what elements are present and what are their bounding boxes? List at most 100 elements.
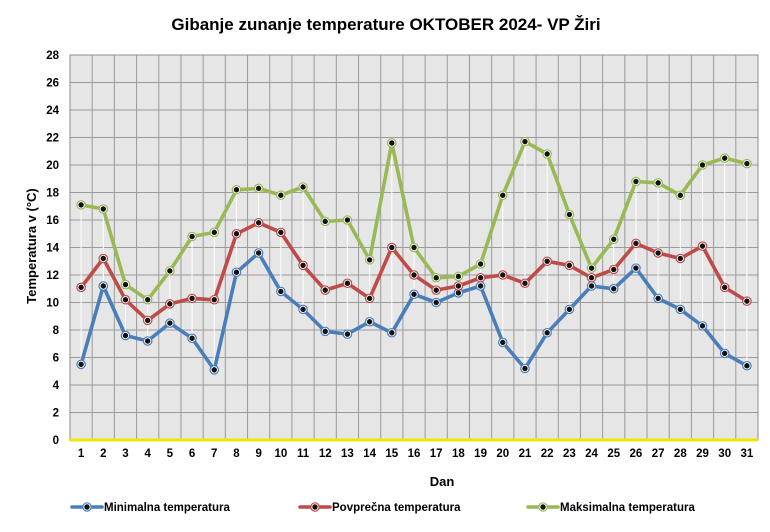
data-point-core [389,244,395,251]
data-point-core [144,317,151,324]
data-point-core [122,281,129,288]
data-point-core [544,258,550,264]
data-point-core [677,255,684,262]
data-point-core [699,323,706,329]
x-tick-label: 21 [519,448,532,460]
y-tick-label: 10 [46,298,59,310]
data-point-core [233,269,240,275]
x-tick-label: 18 [452,448,465,460]
data-point-core [611,266,617,273]
data-point-core [455,273,462,280]
data-point-core [278,288,284,295]
data-point-core [344,280,351,286]
y-tick-label: 14 [46,243,59,255]
x-tick-label: 7 [211,448,217,460]
data-point-core [322,218,328,225]
data-point-core [144,297,151,303]
data-point-core [655,295,661,302]
legend: Minimalna temperatura Povprečna temperatu… [70,502,695,514]
data-point-core [144,338,151,344]
x-tick-label: 22 [541,448,554,460]
data-point-core [500,272,506,278]
y-tick-label: 22 [46,133,59,145]
data-point-core [211,367,217,373]
data-point-core [633,240,639,247]
y-axis-title: Temperatura v (°C) [24,188,39,303]
data-point-core [278,229,284,236]
data-point-core [322,328,328,335]
x-tick-label: 19 [474,448,487,460]
data-point-core [744,363,750,369]
y-tick-label: 20 [46,160,59,172]
data-point-core [100,255,106,262]
data-point-core [100,206,106,212]
data-point-core [300,184,306,190]
data-point-core [500,192,506,198]
data-point-core [189,295,195,302]
x-tick-label: 30 [718,448,731,460]
x-tick-label: 4 [144,448,151,460]
data-point-core [433,299,439,306]
data-point-core [122,332,129,339]
data-point-core [544,330,550,336]
data-point-core [588,283,595,289]
data-point-core [211,297,217,303]
data-point-core [477,283,484,289]
data-point-core [122,297,129,303]
data-point-core [366,295,373,302]
data-point-core [344,331,351,337]
legend-marker-core [540,504,546,510]
x-tick-label: 26 [630,448,643,460]
y-tick-label: 16 [46,215,59,227]
x-tick-label: 3 [122,448,128,460]
data-point-core [278,192,284,198]
data-point-core [389,330,395,336]
data-point-core [411,291,417,297]
data-point-core [500,339,506,346]
y-tick-label: 2 [53,408,59,420]
data-point-core [189,335,195,341]
data-point-core [722,155,728,161]
y-tick-label: 6 [53,353,59,365]
data-point-core [389,140,395,146]
data-point-core [722,350,728,357]
data-point-core [699,243,706,249]
data-point-core [655,250,661,256]
data-point-core [588,275,595,281]
data-point-core [411,244,417,251]
legend-label: Maksimalna temperatura [560,502,695,514]
data-point-core [211,229,217,236]
data-point-core [677,306,684,313]
data-point-core [566,306,573,313]
data-point-core [255,185,262,192]
y-tick-label: 4 [53,380,60,392]
data-point-core [744,160,750,167]
data-point-core [633,265,639,271]
x-tick-label: 20 [496,448,509,460]
data-point-core [167,301,173,307]
data-point-core [566,262,573,269]
data-point-core [433,275,439,281]
x-tick-label: 16 [408,448,421,460]
y-tick-label: 24 [46,105,59,117]
x-axis-title: Dan [430,474,455,489]
data-point-core [78,284,84,291]
data-point-core [300,262,306,269]
x-tick-label: 17 [430,448,443,460]
y-tick-label: 0 [53,435,59,447]
x-tick-label: 2 [100,448,106,460]
x-tick-label: 15 [385,448,398,460]
data-point-core [366,257,373,263]
data-point-core [655,180,661,186]
x-tick-label: 13 [341,448,354,460]
y-tick-label: 28 [46,50,59,62]
x-tick-label: 24 [585,448,598,460]
data-point-core [78,202,84,208]
x-tick-label: 23 [563,448,576,460]
data-point-core [233,231,240,237]
data-point-core [366,319,373,325]
data-point-core [78,361,84,368]
legend-label: Povprečna temperatura [332,502,461,514]
y-tick-label: 26 [46,78,59,90]
